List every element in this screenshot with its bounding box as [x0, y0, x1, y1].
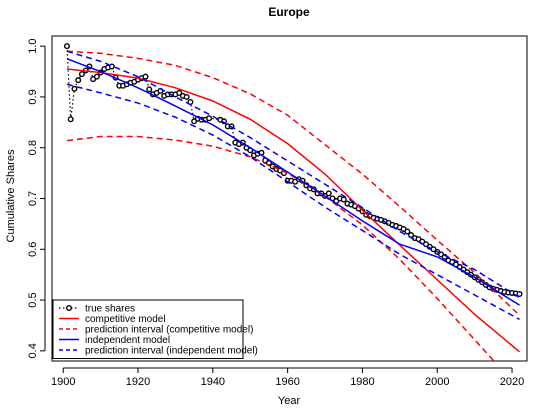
- data-point: [71, 85, 78, 92]
- x-tick-label: 1900: [51, 376, 75, 388]
- legend-marker: [65, 305, 72, 312]
- y-tick-label: 0.4: [27, 343, 39, 358]
- data-point: [78, 71, 85, 78]
- y-tick-label: 1.0: [27, 39, 39, 54]
- data-point: [67, 116, 74, 123]
- y-tick-label: 0.7: [27, 191, 39, 206]
- x-tick-label: 1980: [350, 376, 374, 388]
- plot-area: [63, 43, 523, 361]
- data-point: [75, 77, 82, 84]
- x-axis-label: Year: [278, 395, 301, 407]
- data-point: [340, 196, 347, 203]
- x-tick-label: 1940: [201, 376, 225, 388]
- series-line-3: [66, 135, 495, 361]
- x-tick-label: 2000: [425, 376, 449, 388]
- plot-frame: [51, 35, 528, 362]
- x-tick-label: 2020: [500, 376, 524, 388]
- y-tick-label: 0.9: [27, 89, 39, 104]
- series-line-5: [66, 50, 520, 299]
- y-tick-label: 0.8: [27, 140, 39, 155]
- x-tick-label: 1960: [275, 376, 299, 388]
- data-point: [93, 73, 100, 80]
- chart-title: Europe: [268, 5, 310, 19]
- y-axis-label: Cumulative Shares: [5, 149, 17, 242]
- series-line-6: [66, 83, 520, 321]
- legend-box: [52, 299, 244, 359]
- data-point: [325, 190, 332, 197]
- legend-label: true shares: [85, 304, 135, 315]
- x-tick-label: 1920: [126, 376, 150, 388]
- y-tick-label: 0.5: [27, 292, 39, 307]
- data-point: [183, 93, 190, 100]
- legend-label: competitive model: [85, 314, 166, 325]
- data-point: [206, 115, 213, 122]
- data-point: [63, 43, 70, 50]
- y-tick-label: 0.6: [27, 242, 39, 257]
- legend-label: independent model: [85, 335, 170, 346]
- legend-label: prediction interval (competitive model): [85, 325, 253, 336]
- legend-label: prediction interval (independent model): [85, 346, 258, 357]
- data-point: [146, 86, 153, 93]
- series-line-2: [66, 50, 521, 316]
- series-line-4: [66, 58, 520, 306]
- series-line-1: [66, 68, 521, 353]
- data-point: [176, 89, 183, 96]
- data-point: [142, 73, 149, 80]
- data-point: [516, 290, 523, 297]
- axes: 1900 1920 1940 1960 1980 2000 2020 0.4 0.5 0.6 0.7…: [27, 39, 524, 388]
- data-point: [404, 228, 411, 235]
